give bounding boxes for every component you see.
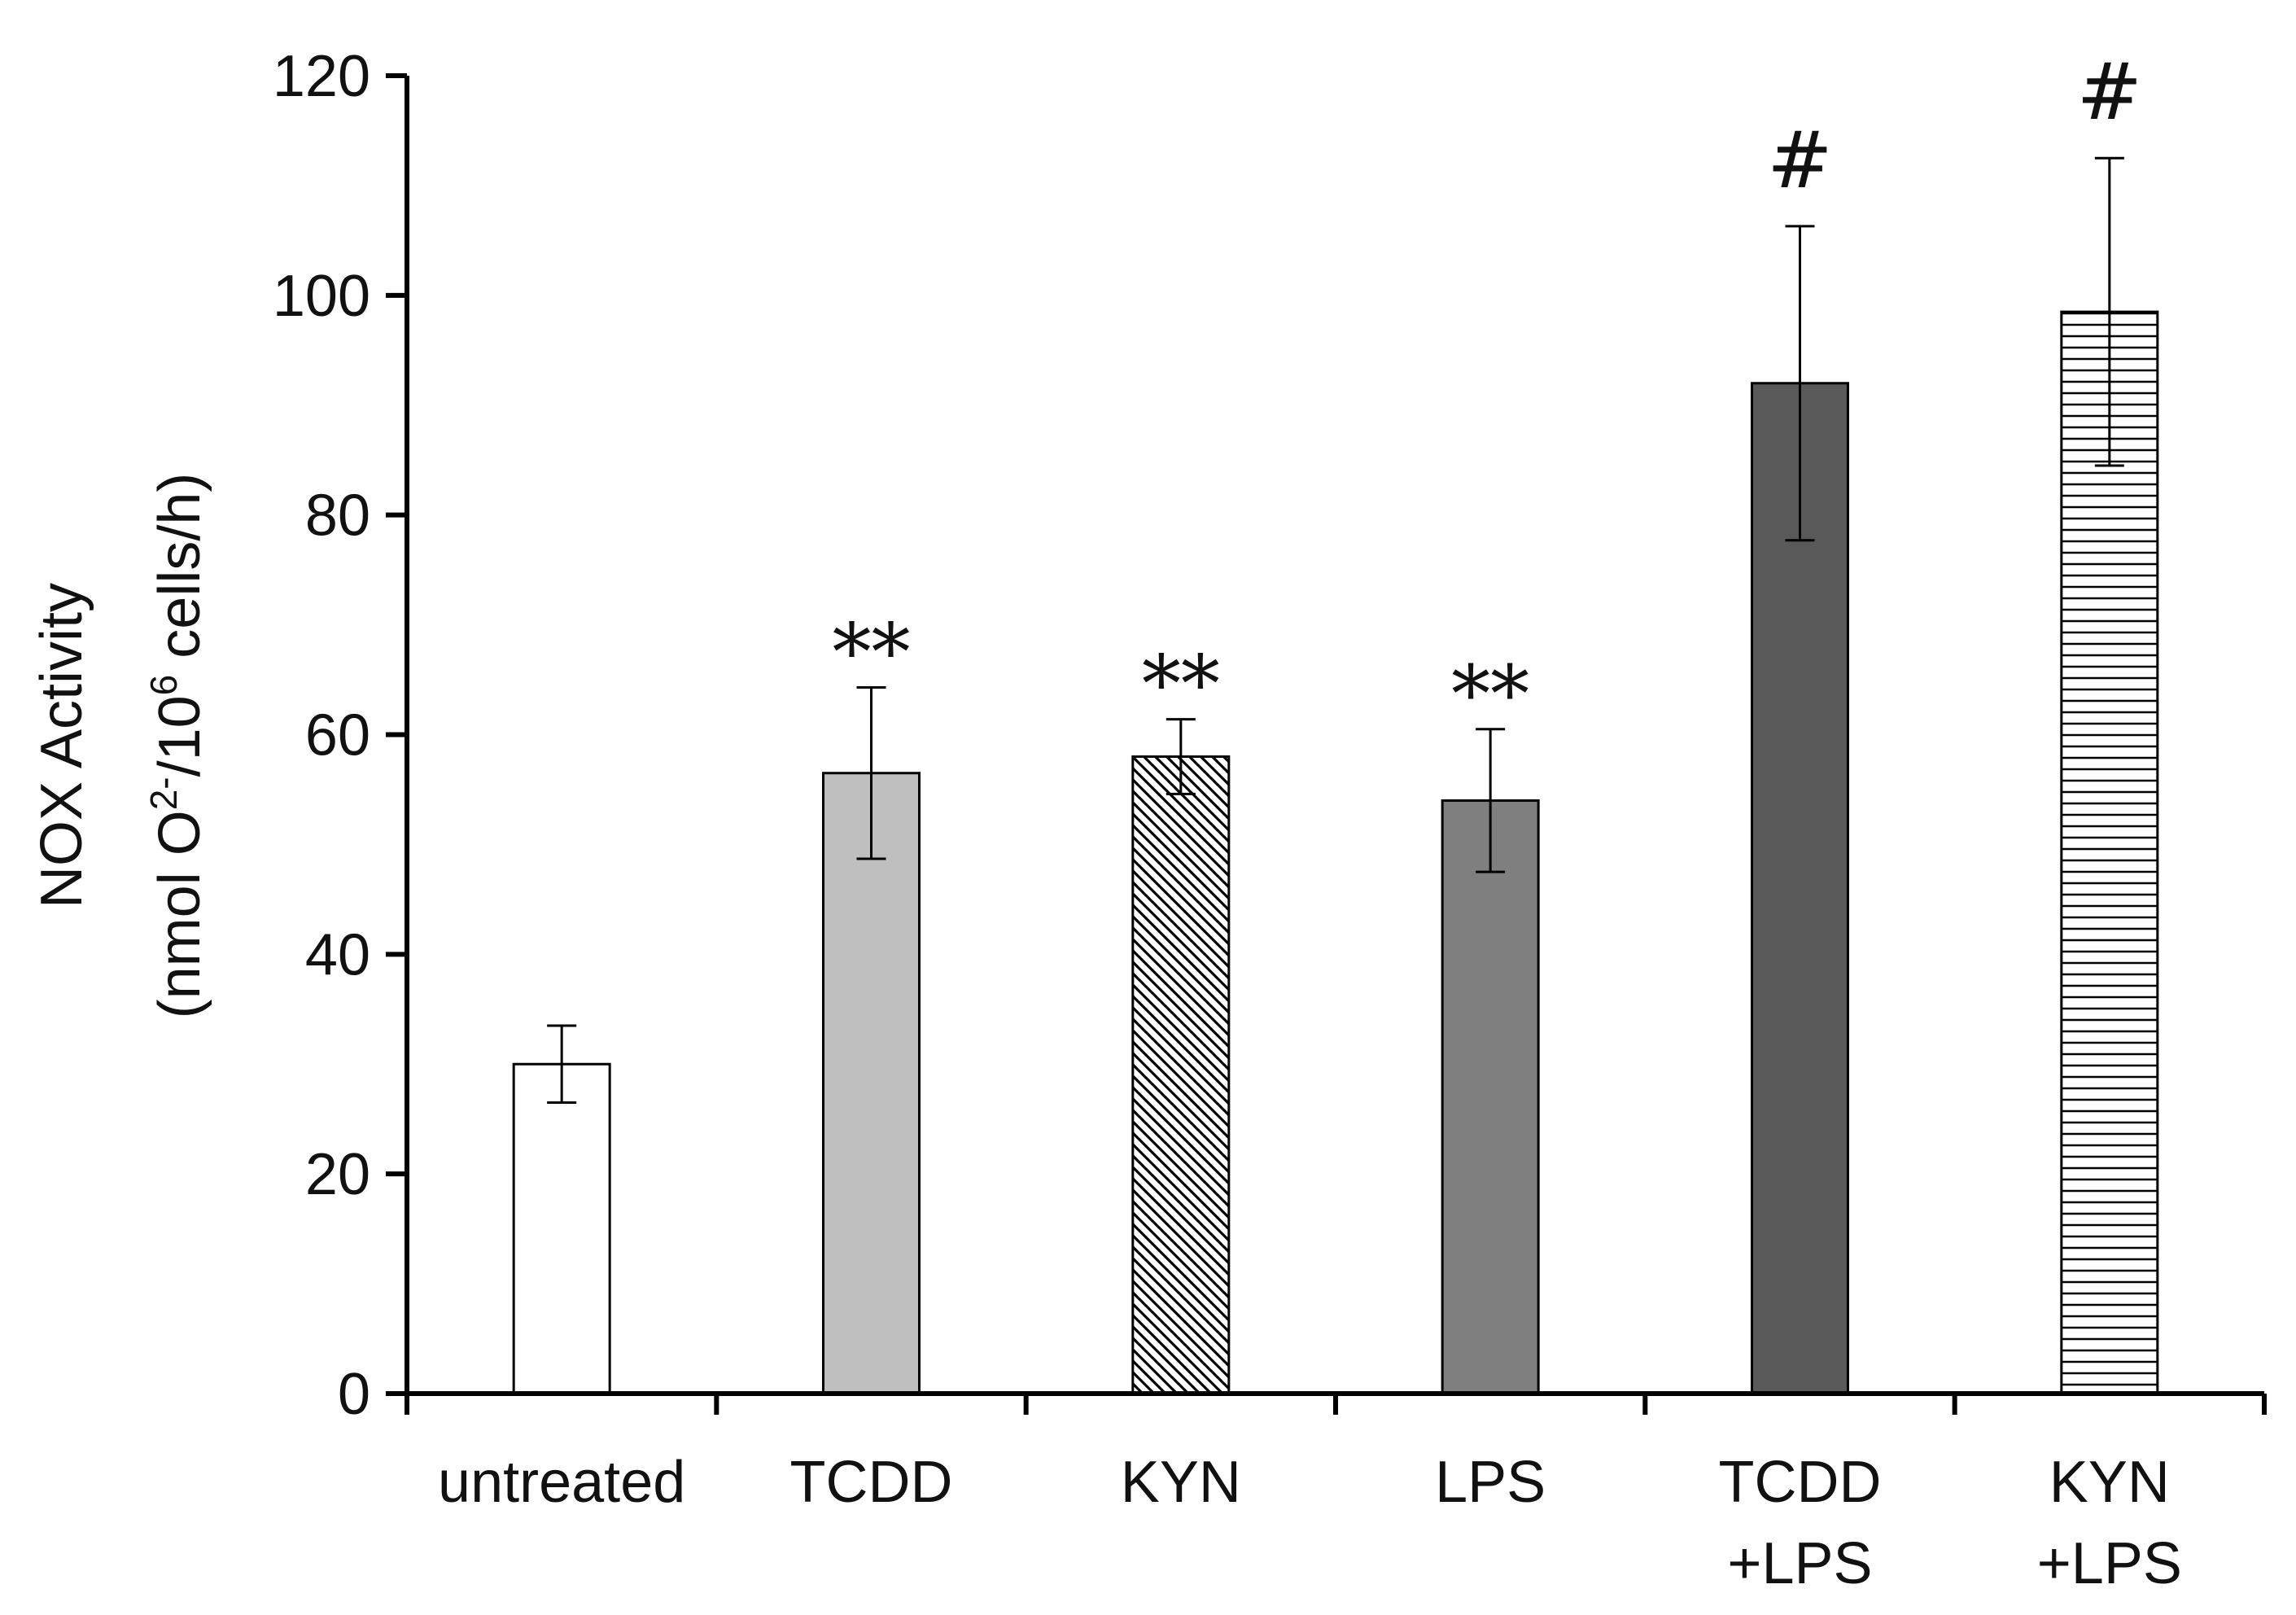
y-axis-label-units-sup2: 6 [142,675,185,696]
significance-marker: ** [1451,649,1529,740]
y-tick-label: 40 [305,922,370,987]
bar-untreated [512,1062,611,1395]
bar-tcdd [822,772,921,1395]
x-category-label: KYN [2049,1450,2170,1515]
y-tick-label: 60 [305,703,370,768]
x-axis-category-labels: untreated TCDD KYN LPS TCDD +LPS KYN +LPS [438,1450,2182,1596]
axes [386,76,2264,1396]
y-axis-label: NOX Activity (nmol O2-/106 cells/h) [29,473,212,1019]
x-category-label: TCDD [1719,1450,1882,1515]
significance-marker: ** [1142,639,1220,730]
bar-lps [1441,799,1540,1395]
y-tick-label: 120 [273,44,370,109]
significance-marker: # [2077,46,2142,138]
x-category-label: TCDD [790,1450,953,1515]
bars [512,310,2159,1395]
y-axis-label-units-mid: /10 [147,695,212,777]
significance-marker: ** [833,606,911,698]
y-axis-label-line2: (nmol O2-/106 cells/h) [142,473,212,1019]
y-tick-label: 20 [305,1142,370,1207]
y-axis-label-units-sup1: 2- [142,777,185,810]
x-category-label: +LPS [2037,1531,2182,1596]
x-category-label: KYN [1121,1450,1241,1515]
y-tick-label: 100 [273,264,370,329]
y-axis-label-units-suffix: cells/h) [147,473,212,675]
y-axis-label-line1: NOX Activity [29,583,94,908]
y-axis-label-units-prefix: (nmol O [147,810,212,1018]
error-bars [547,156,2124,1104]
x-category-label: untreated [438,1450,685,1515]
y-tick-label: 0 [338,1362,370,1427]
y-tick-label: 80 [305,484,370,549]
bar-kyn [1131,755,1231,1395]
x-category-label: LPS [1435,1450,1546,1515]
bar-kyn-lps [2060,310,2159,1395]
x-axis-ticks [405,1394,2267,1415]
x-category-label: +LPS [1727,1531,1872,1596]
significance-markers: ** ** ** # # [833,46,2143,740]
significance-marker: # [1767,115,1832,206]
y-axis-ticks: 0 20 40 60 80 100 120 [273,44,407,1427]
